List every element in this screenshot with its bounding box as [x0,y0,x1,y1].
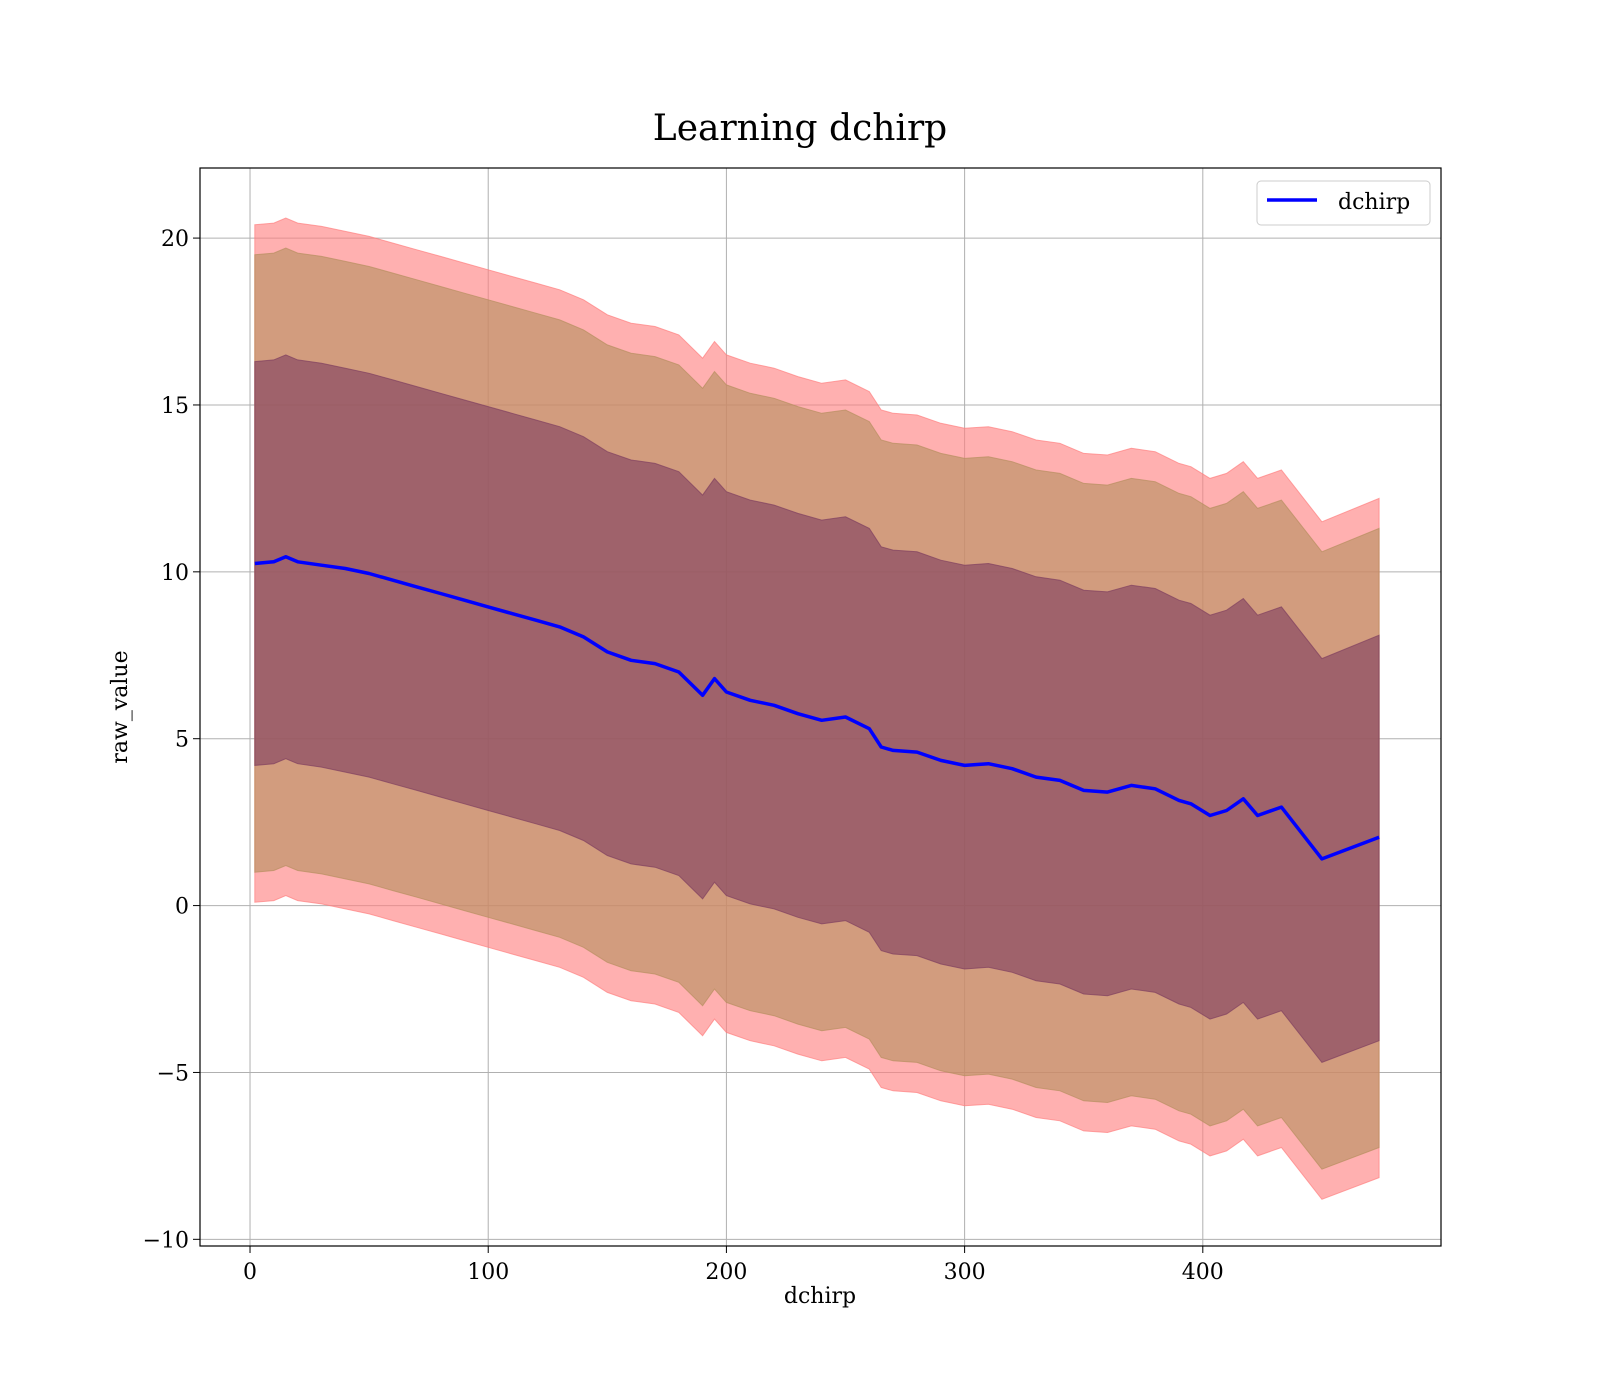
y-tick-label: 0 [175,895,189,920]
plot-area-frame [199,167,1442,1247]
y-tick-label: −5 [157,1061,189,1086]
y-axis-label: raw_value [108,650,133,763]
x-tick-label: 400 [1182,1260,1224,1285]
confidence-band [254,354,1380,1063]
x-tick-label: 100 [467,1260,509,1285]
legend: dchirp [1256,180,1431,226]
y-tick-label: 20 [161,227,189,252]
y-axis-ticks: −10 −5 0 5 10 15 20 [143,227,200,1253]
legend-box [1256,180,1431,226]
x-axis-ticks: 0 100 200 300 400 [243,1246,1224,1285]
series-lines [254,555,1380,861]
legend-label-dchirp: dchirp [1338,190,1410,215]
series-line-dchirp [254,555,1380,861]
x-tick-label: 0 [243,1260,257,1285]
y-tick-label: 5 [175,728,189,753]
x-tick-label: 200 [705,1260,747,1285]
confidence-bands [254,217,1380,1200]
x-tick-label: 300 [944,1260,986,1285]
y-tick-label: 15 [161,394,189,419]
chart-title: Learning dchirp [653,108,947,149]
x-axis-label: dchirp [784,1284,856,1309]
y-tick-label: 10 [161,561,189,586]
y-tick-label: −10 [143,1228,189,1253]
